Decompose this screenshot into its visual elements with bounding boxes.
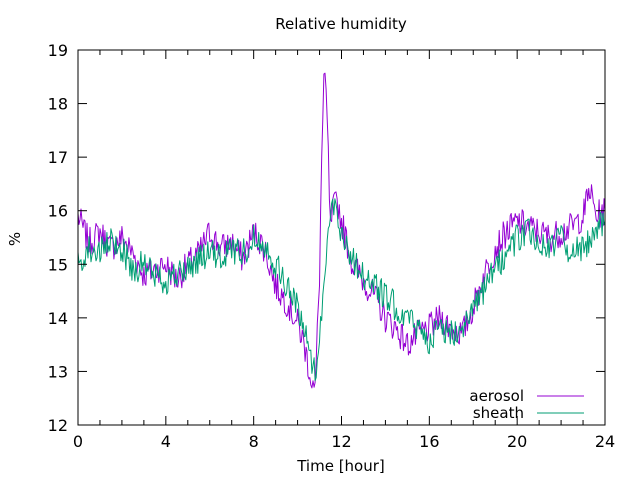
x-tick-label: 24	[595, 432, 615, 451]
x-tick-label: 12	[331, 432, 351, 451]
chart-title: Relative humidity	[275, 15, 407, 33]
y-tick-label: 14	[48, 309, 68, 328]
plot-frame	[77, 49, 606, 426]
axis-ticks: 0 4 8 12 16 20 24 12 13 14 15 16 17 18 19	[48, 41, 616, 451]
x-tick-label: 4	[161, 432, 171, 451]
legend-label-sheath: sheath	[473, 404, 524, 422]
y-tick-label: 18	[48, 95, 68, 114]
y-tick-label: 13	[48, 362, 68, 381]
series-line-aerosol	[77, 72, 606, 389]
x-tick-label: 16	[419, 432, 439, 451]
x-tick-label: 8	[249, 432, 259, 451]
x-tick-label: 0	[73, 432, 83, 451]
y-tick-label: 15	[48, 255, 68, 274]
plot-lines	[77, 72, 606, 389]
y-axis-label: %	[6, 232, 24, 246]
series-line-sheath	[77, 198, 606, 382]
legend-label-aerosol: aerosol	[469, 387, 524, 405]
x-tick-label: 20	[507, 432, 527, 451]
x-axis-label: Time [hour]	[296, 457, 385, 475]
y-tick-label: 16	[48, 202, 68, 221]
y-tick-label: 19	[48, 41, 68, 60]
y-tick-label: 12	[48, 416, 68, 435]
y-tick-label: 17	[48, 148, 68, 167]
